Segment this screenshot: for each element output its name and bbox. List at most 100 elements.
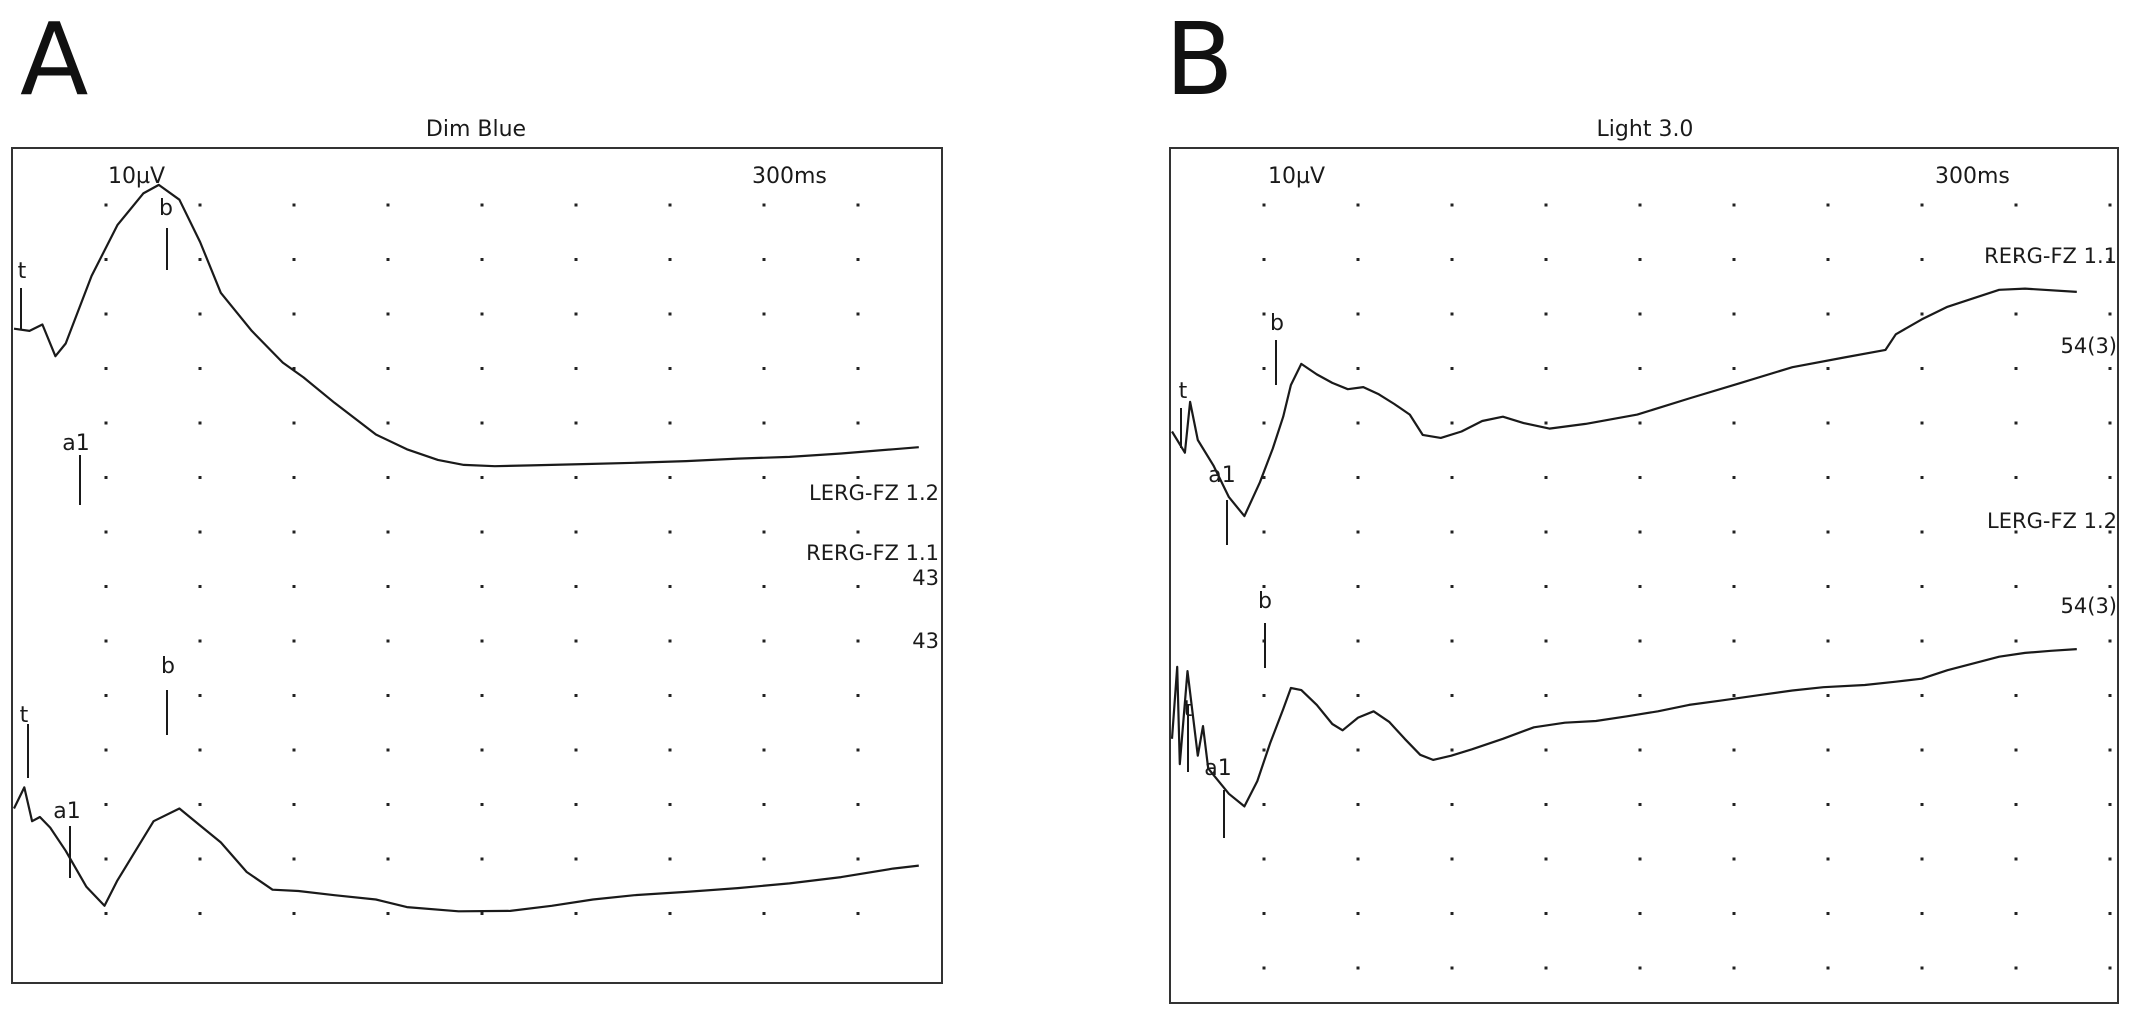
panel-a-letter: A (20, 1, 89, 118)
panel-a-grid-dot (292, 530, 296, 534)
panel-b-grid-dot (1732, 639, 1736, 643)
panel-b-grid-dot (1826, 203, 1830, 207)
panel-b-grid-dot (1262, 312, 1266, 316)
panel-b-grid-dot (1450, 966, 1454, 970)
panel-b-grid-dot (2108, 258, 2112, 261)
panel-b-grid-dot (1638, 748, 1642, 752)
panel-b-lower-marker-t: t (1184, 697, 1193, 722)
panel-b-grid-dot (2014, 966, 2018, 970)
panel-a-grid-dot (856, 476, 860, 479)
panel-a-grid-dot (386, 639, 390, 643)
panel-a-trace-upper (13, 183, 919, 468)
panel-b-grid-dot (1732, 694, 1736, 697)
panel-b-grid-dot (1450, 367, 1454, 370)
panel-b-grid-dot (1450, 312, 1454, 316)
panel-b-grid-dot (1544, 258, 1548, 261)
panel-a-scale-amplitude: 10µV (108, 164, 165, 189)
panel-b-grid-dot (1450, 530, 1454, 534)
panel-b-grid-dot (1638, 639, 1642, 643)
panel-a-grid-dot (386, 748, 390, 752)
panel-b-grid-dot (2014, 912, 2018, 915)
panel-b-grid-dot (1732, 476, 1736, 479)
panel-b-grid-dot (1262, 857, 1266, 861)
panel-b-grid-dot (2014, 748, 2018, 752)
panel-a-grid-dot (386, 857, 390, 861)
panel-b-grid-dot (2014, 585, 2018, 588)
panel-a-grid-dot (574, 421, 578, 425)
panel-a-grid-dot (480, 421, 484, 425)
panel-b-scale-time: 300ms (1935, 164, 2010, 189)
panel-b-grid-dot (1732, 312, 1736, 316)
panel-b-grid-dot (1826, 748, 1830, 752)
panel-a-grid-dot (198, 803, 202, 806)
panel-b-grid-dot (2014, 857, 2018, 861)
panel-a-upper-marker-b: b (159, 196, 173, 221)
panel-b-grid-dot (1544, 966, 1548, 970)
panel-b-grid-dot (1920, 748, 1924, 752)
panel-b-upper-marker-b: b (1270, 311, 1284, 336)
panel-a-grid-dot (856, 857, 860, 861)
panel-b-grid (1262, 203, 2112, 970)
panel-b-grid-dot (1920, 912, 1924, 915)
panel-b-grid-dot (2108, 803, 2112, 806)
panel-a-grid-dot (198, 367, 202, 370)
panel-b-grid-dot (1826, 585, 1830, 588)
panel-b-grid-dot (1920, 258, 1924, 261)
panel-a-grid-dot (292, 421, 296, 425)
panel-a-grid-dot (762, 694, 766, 697)
panel-b-grid-dot (2014, 694, 2018, 697)
panel-a-grid-dot (762, 748, 766, 752)
panel-a-grid-dot (856, 203, 860, 207)
panel-b-upper-marker-t: t (1179, 379, 1188, 404)
panel-a-grid-dot (104, 258, 108, 261)
panel-a-grid-dot (104, 694, 108, 697)
panel-a-grid-dot (668, 912, 672, 915)
panel-b-grid-dot (1262, 476, 1266, 479)
panel-b-grid-dot (2014, 476, 2018, 479)
panel-a-upper-marker-t: t (18, 259, 27, 284)
panel-b-grid-dot (1732, 857, 1736, 861)
panel-a-grid-dot (856, 421, 860, 425)
panel-a-grid-dot (762, 258, 766, 261)
panel-a-grid-dot (104, 421, 108, 425)
panel-a-grid-dot (104, 530, 108, 534)
panel-b-grid-dot (1732, 421, 1736, 425)
panel-b-grid-dot (1450, 203, 1454, 207)
panel-a-grid-dot (668, 694, 672, 697)
panel-b-grid-dot (1638, 367, 1642, 370)
panel-a-grid-dot (292, 748, 296, 752)
panel-a-grid-dot (856, 694, 860, 697)
panel-b-grid-dot (1826, 803, 1830, 806)
panel-a-grid-dot (292, 312, 296, 316)
panel-a-grid-dot (292, 367, 296, 370)
panel-b-grid-dot (2108, 530, 2112, 534)
panel-a-grid-dot (856, 748, 860, 752)
panel-a-grid-dot (292, 694, 296, 697)
panel-a-grid-dot (574, 585, 578, 588)
panel-a-grid-dot (574, 530, 578, 534)
panel-b-grid-dot (1920, 966, 1924, 970)
panel-a-grid-dot (762, 585, 766, 588)
panel-b-grid-dot (1920, 530, 1924, 534)
panel-b-grid-dot (1826, 966, 1830, 970)
panel-a-grid-dot (668, 748, 672, 752)
panel-a-grid-dot (762, 367, 766, 370)
panel-b-grid-dot (1262, 694, 1266, 697)
panel-b-grid-dot (1826, 857, 1830, 861)
panel-a-grid-dot (198, 421, 202, 425)
panel-b-grid-dot (1544, 803, 1548, 806)
panel-a-grid-dot (104, 857, 108, 861)
panel-a-grid-dot (292, 803, 296, 806)
panel-b-grid-dot (1450, 639, 1454, 643)
panel-a-grid-dot (386, 367, 390, 370)
panel-a-grid-dot (292, 258, 296, 261)
panel-a-title: Dim Blue (426, 117, 526, 142)
panel-a-grid-dot (480, 585, 484, 588)
panel-b-grid-dot (1638, 476, 1642, 479)
panel-b-grid-dot (1262, 530, 1266, 534)
panel-b-grid-dot (1732, 748, 1736, 752)
panel-b-grid-dot (1450, 421, 1454, 425)
panel-a-grid-dot (762, 421, 766, 425)
panel-b-grid-dot (1356, 639, 1360, 643)
